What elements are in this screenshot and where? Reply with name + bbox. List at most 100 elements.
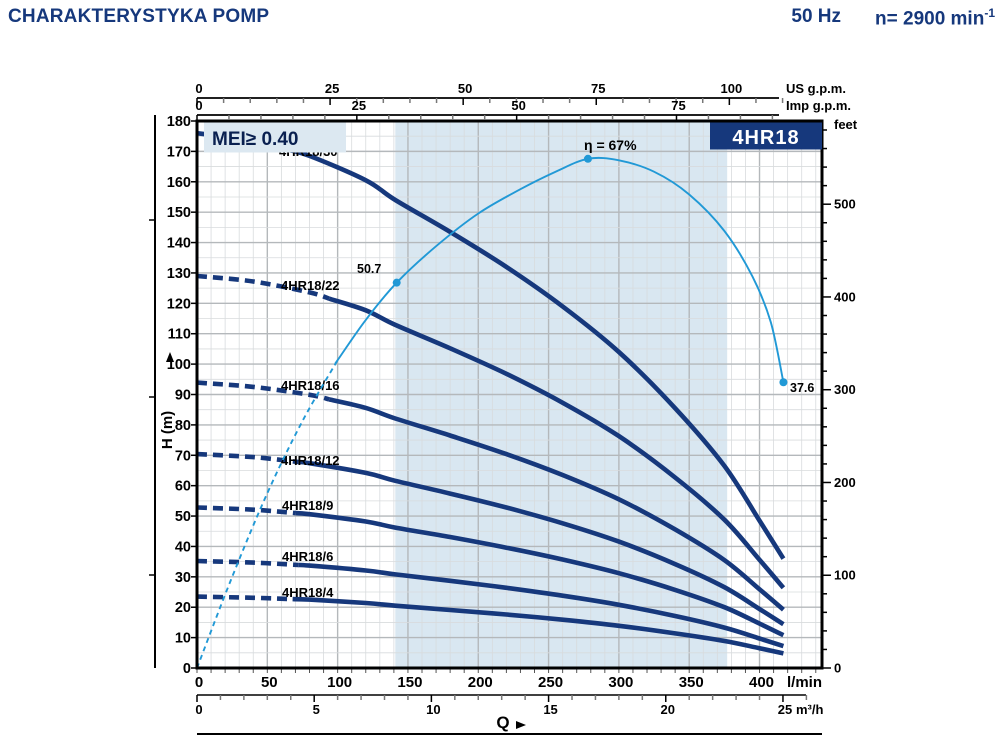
tick-label: 300 — [834, 382, 856, 397]
tick-label: 75 — [671, 98, 685, 113]
tick-label: 60 — [175, 479, 191, 495]
pump-model-badge-bg — [710, 122, 822, 150]
mei-badge: MEI≥ 0.40 — [204, 122, 346, 153]
frequency-label: 50 Hz — [791, 6, 842, 27]
pump-curve-label: 4HR18/6 — [282, 549, 333, 564]
tick-label: 100 — [327, 674, 352, 691]
efficiency-curve-solid — [334, 156, 785, 383]
tick-label: 200 — [468, 674, 493, 691]
axis-right-feet: 0 100 200 300 400 500 feet — [823, 117, 858, 676]
tick-label: 50 — [261, 674, 278, 691]
tick-label: 90 — [175, 387, 191, 403]
pump-curve-dashed-4HR18/9 — [196, 505, 296, 516]
tick-label: 25 — [352, 98, 366, 113]
speed-label: n= 2900 min-1 — [875, 6, 995, 30]
tick-label: 0 — [195, 81, 202, 96]
tick-label: 300 — [608, 674, 633, 691]
pump-model-badge: 4HR18 — [710, 122, 822, 150]
m3h-axis-label: m³/h — [796, 702, 824, 717]
pump-curve-4HR18/22 — [328, 296, 786, 590]
mei-badge-bg — [204, 122, 346, 153]
pump-curve-dashed-4HR18/16 — [196, 380, 330, 402]
efficiency-value-label: η = 67% — [584, 137, 637, 153]
tick-label: 15 — [543, 702, 557, 717]
tick-label: 20 — [175, 600, 191, 616]
pump-curve-4HR18/6 — [298, 562, 785, 649]
pump-curve-label: 4HR18/22 — [281, 278, 340, 293]
pump-curve-dashed-4HR18/12 — [196, 451, 299, 465]
header-specs: 50 Hz n= 2900 min-1 — [791, 6, 995, 30]
tick-label: 200 — [834, 475, 856, 490]
grid — [197, 121, 822, 668]
pump-curve-4HR18/4 — [292, 596, 784, 656]
axis-bottom-lmin: 0 50 100 150 200 250 300 350 400 l/min — [195, 669, 822, 691]
pump-curve-label: 4HR18/12 — [281, 453, 340, 468]
efficiency-curve — [196, 156, 785, 669]
axis-top-imp-gpm: 0 25 50 75 Imp g.p.m. — [195, 98, 851, 122]
tick-label: 160 — [167, 175, 191, 191]
efficiency-curve-dashed — [196, 359, 339, 669]
pump-curve-dashed-4HR18/6 — [196, 558, 299, 568]
mei-label: MEI≥ 0.40 — [212, 129, 298, 150]
tick-label: 400 — [749, 674, 774, 691]
tick-label: 75 — [591, 81, 605, 96]
tick-label: 500 — [834, 197, 856, 212]
axis-left-h-m: 0102030405060708090100110120130140150160… — [149, 114, 196, 677]
tick-label: 5 — [313, 702, 320, 717]
page-title: CHARAKTERYSTYKA POMP — [8, 6, 270, 27]
tick-label: 400 — [834, 289, 856, 304]
tick-label: 0 — [183, 661, 191, 677]
tick-label: 350 — [679, 674, 704, 691]
tick-label: 30 — [175, 570, 191, 586]
tick-label: 25 — [325, 81, 339, 96]
pump-curve-4HR18/9 — [295, 510, 785, 638]
plot-frame — [195, 119, 824, 670]
axis-top-us-gpm-label: US g.p.m. — [786, 81, 846, 96]
tick-label: 170 — [167, 144, 191, 160]
efficiency-point — [583, 154, 592, 163]
axis-top-us-gpm: 0 25 50 75 100 US g.p.m. — [195, 81, 846, 105]
efficiency-point — [392, 278, 401, 287]
tick-label: 0 — [195, 674, 203, 691]
h-axis-label: H (m) — [159, 411, 176, 449]
efficiency-point — [779, 378, 788, 387]
q-axis-label: Q — [496, 713, 509, 732]
tick-label: 100 — [720, 81, 742, 96]
pump-curve-dashed-4HR18/4 — [196, 594, 293, 602]
tick-label: 0 — [834, 661, 841, 676]
pump-curve-4HR18/30 — [283, 146, 786, 560]
lmin-axis-label: l/min — [787, 674, 822, 691]
tick-label: 180 — [167, 114, 191, 130]
pump-curve-label: 4HR18/16 — [281, 378, 340, 393]
h-axis-arrow-icon — [166, 352, 174, 362]
tick-label: 10 — [175, 631, 191, 647]
tick-label: 50 — [175, 509, 191, 525]
tick-label: 100 — [834, 568, 856, 583]
tick-label: 10 — [426, 702, 440, 717]
pump-curve-4HR18/16 — [328, 397, 785, 612]
feet-axis-label: feet — [834, 117, 858, 132]
tick-label: 130 — [167, 266, 191, 282]
tick-label: 110 — [168, 327, 191, 343]
tick-label: 50 — [511, 98, 525, 113]
pump-curve-label: 4HR18/4 — [282, 585, 334, 600]
q-axis-arrow-icon — [516, 721, 526, 729]
axis-top-imp-gpm-label: Imp g.p.m. — [786, 98, 851, 113]
efficiency-value-label: 37.6 — [790, 381, 814, 395]
tick-label: 40 — [175, 539, 191, 555]
efficiency-value-label: 50.7 — [357, 262, 381, 276]
pump-curve-4HR18/12 — [298, 459, 785, 627]
tick-label: 150 — [167, 205, 191, 221]
tick-label: 70 — [175, 448, 191, 464]
tick-label: 0 — [195, 702, 202, 717]
tick-label: 0 — [195, 98, 202, 113]
tick-label: 80 — [175, 418, 191, 434]
tick-label: 140 — [167, 236, 191, 252]
q-axis: Q — [197, 713, 822, 735]
pump-curve-dashed-4HR18/22 — [196, 273, 330, 301]
tick-label: 250 — [538, 674, 563, 691]
axis-bottom-m3h: 0 5 10 15 20 25 m³/h — [195, 694, 824, 717]
tick-label: 120 — [167, 296, 191, 312]
